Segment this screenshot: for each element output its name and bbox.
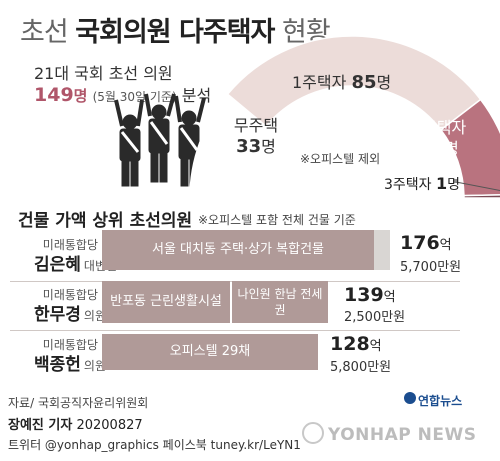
date-note: (5월 30일 기준) bbox=[92, 90, 177, 104]
three-house-value: 1 bbox=[436, 174, 448, 193]
row3-value: 128억 bbox=[330, 333, 382, 355]
row2-value-number: 139 bbox=[344, 284, 384, 306]
no-house-unit: 명 bbox=[261, 137, 276, 156]
one-house-label: 1주택자 bbox=[292, 73, 347, 92]
row1-name: 김은혜 bbox=[34, 255, 81, 275]
three-house-label: 3주택자 bbox=[384, 177, 432, 193]
row-divider bbox=[10, 330, 460, 331]
row3-party: 미래통합당 bbox=[42, 338, 98, 352]
row2-value-rest: 2,500만원 bbox=[344, 310, 406, 325]
no-house-value: 33 bbox=[236, 136, 262, 157]
total-count-unit: 명 bbox=[73, 87, 88, 105]
row1-value-rest: 5,700만원 bbox=[400, 260, 462, 275]
row3-name-block: 백종헌 의원 bbox=[34, 350, 106, 375]
row3-bar-segment-1: 오피스텔 29채 bbox=[102, 334, 318, 370]
gauge-slice-4 bbox=[463, 194, 500, 199]
row1-party: 미래통합당 bbox=[42, 238, 98, 252]
row2-role: 의원 bbox=[83, 309, 107, 323]
row1-value-number: 176 bbox=[400, 232, 440, 254]
row2-bar-segment-2: 나인원 한남 전세권 bbox=[232, 281, 328, 323]
two-house-label: 2주택자 bbox=[411, 118, 467, 137]
gauge-slice-2 bbox=[226, 35, 482, 131]
watermark-text: YONHAP NEWS bbox=[328, 425, 477, 445]
subtitle-line1: 21대 국회 초선 의원 bbox=[34, 64, 173, 83]
three-house-leader-line bbox=[455, 181, 500, 191]
row1-value-unit: 억 bbox=[439, 238, 452, 253]
brand-logo-text: 연합뉴스 bbox=[418, 394, 463, 408]
yonhap-logo-icon bbox=[404, 392, 416, 404]
sns-line: 트위터 @yonhap_graphics 페이스북 tuney.kr/LeYN1 bbox=[8, 438, 301, 452]
title-bold: 국회의원 다주택자 bbox=[75, 17, 275, 48]
two-house-unit: 명 bbox=[444, 139, 459, 158]
gauge-label-no-house: 무주택 33명 bbox=[226, 116, 286, 159]
buildings-section-title: 건물 가액 상위 초선의원 bbox=[18, 211, 193, 231]
gauge-note: ※오피스텔 제외 bbox=[300, 152, 381, 166]
buildings-section-note: ※오피스텔 포함 전체 건물 기준 bbox=[198, 213, 356, 227]
gauge-label-one-house: 1주택자 85명 bbox=[292, 72, 391, 95]
row3-value-number: 128 bbox=[330, 333, 370, 355]
row2-name-block: 한무경 의원 bbox=[34, 300, 106, 325]
gauge-label-two-house: 2주택자 30명 bbox=[400, 118, 478, 161]
source-note: 자료/ 국회공직자윤리위원회 bbox=[8, 396, 149, 410]
row3-role: 의원 bbox=[83, 359, 107, 373]
one-house-unit: 명 bbox=[376, 73, 392, 92]
row1-bar-segment-1: 서울 대치동 주택·상가 복합건물 bbox=[102, 230, 374, 270]
publish-date: 20200827 bbox=[76, 418, 143, 433]
two-house-value: 30 bbox=[419, 138, 445, 159]
row1-value: 176억 bbox=[400, 232, 452, 254]
one-house-value: 85 bbox=[351, 72, 377, 93]
row3-name: 백종헌 bbox=[34, 355, 81, 375]
row2-bar-segment-1: 반포동 근린생활시설 bbox=[102, 281, 230, 323]
row2-value-unit: 억 bbox=[383, 290, 396, 305]
subtitle-line2: 149명 (5월 30일 기준) 분석 bbox=[34, 82, 211, 106]
row3-value-unit: 억 bbox=[369, 339, 382, 354]
watermark-icon bbox=[302, 422, 324, 444]
no-house-label: 무주택 bbox=[233, 116, 279, 135]
politicians-illustration bbox=[114, 93, 206, 187]
row2-party: 미래통합당 bbox=[42, 288, 98, 302]
gauge-label-three-house: 3주택자 1명 bbox=[384, 174, 460, 194]
reporter-name: 장예진 기자 bbox=[8, 418, 73, 433]
row2-value: 139억 bbox=[344, 284, 396, 306]
row2-name: 한무경 bbox=[34, 305, 81, 325]
three-house-unit: 명 bbox=[447, 177, 461, 193]
row3-value-rest: 5,800만원 bbox=[330, 360, 392, 375]
total-count: 149 bbox=[34, 84, 74, 106]
title-light-1: 초선 bbox=[20, 17, 69, 48]
page-title: 초선 국회의원 다주택자 현황 bbox=[20, 10, 331, 49]
reporter-line: 장예진 기자 20200827 bbox=[8, 414, 143, 433]
